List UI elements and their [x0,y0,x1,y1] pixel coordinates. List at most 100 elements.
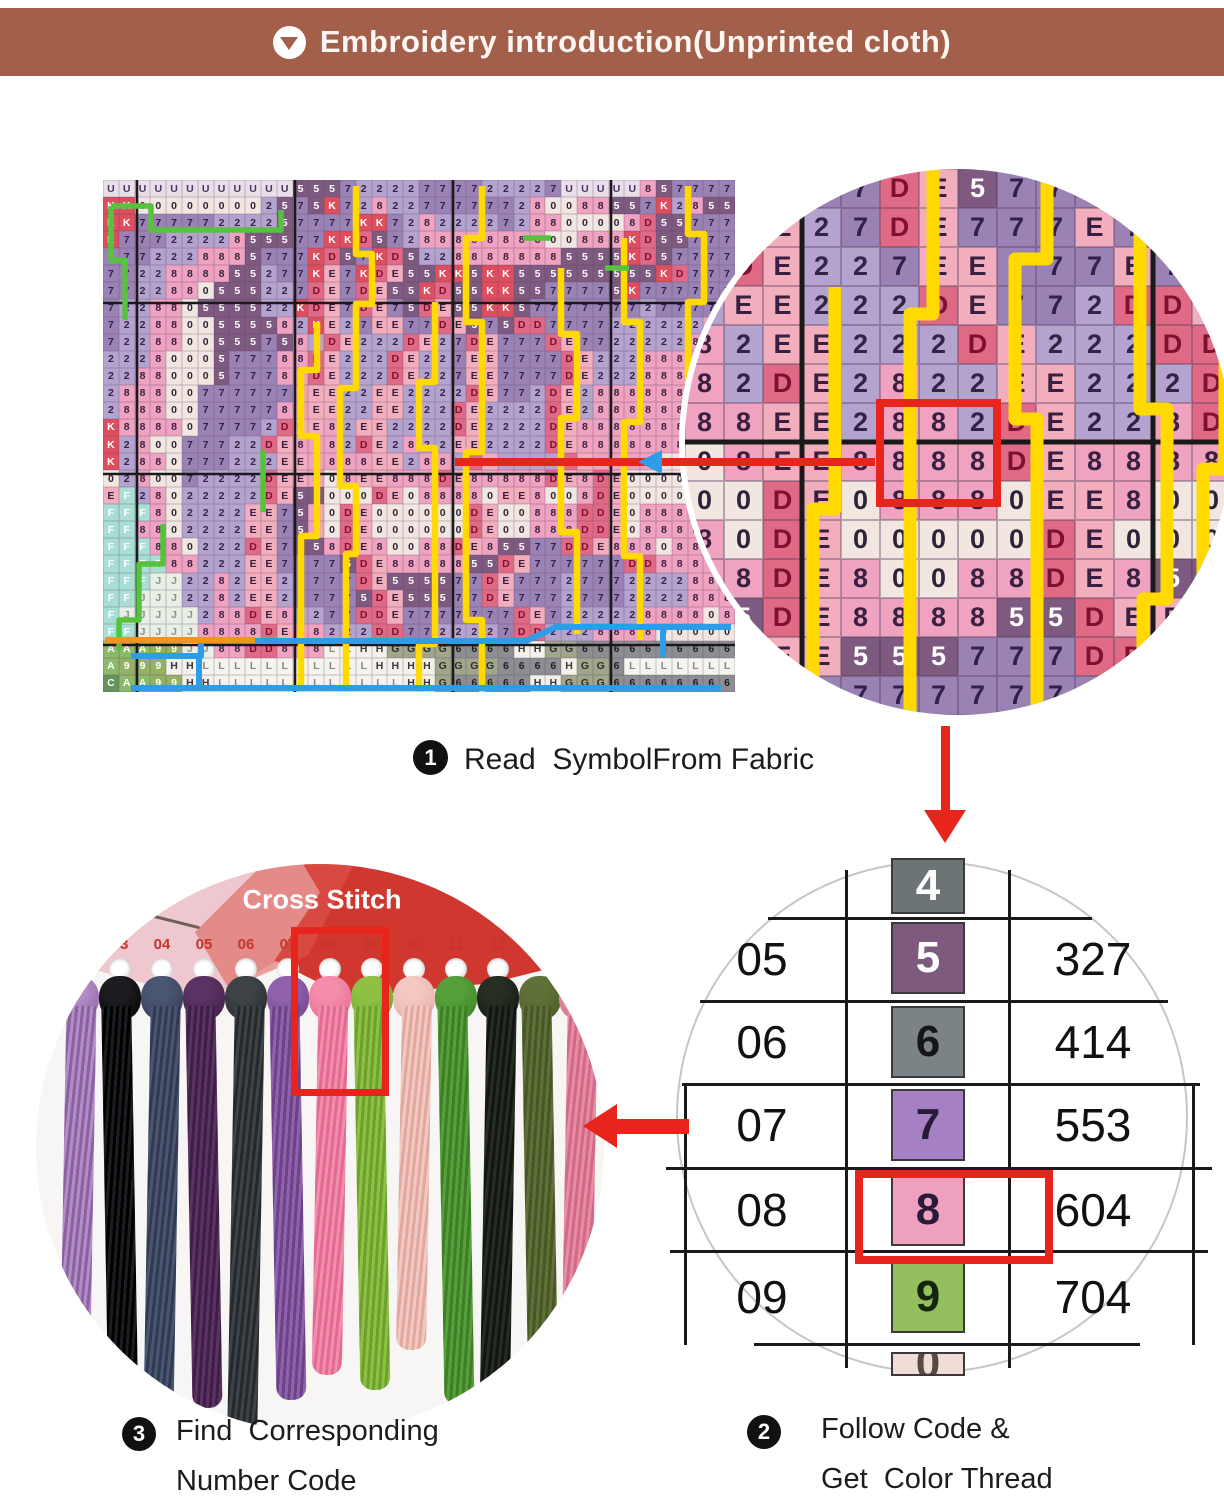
chart-cell: D [245,538,261,556]
chart-cell: 7 [671,180,688,198]
chart-cell: E [1192,286,1224,325]
chart-cell: D [387,248,404,266]
chart-cell: 8 [640,384,656,402]
chart-cell: L [308,674,325,692]
chart-cell: 8 [150,350,167,368]
chart-cell: 0 [1153,481,1192,520]
chart-cell: D [245,640,261,658]
chart-cell: 8 [880,403,919,442]
chart-cell: 7 [245,350,261,368]
chart-cell: 2 [213,504,230,522]
chart-cell: E [482,367,498,385]
chart-cell: L [324,674,340,692]
chart-cell: F [118,555,135,573]
thread-strand [143,1005,181,1421]
chart-cell: 7 [671,248,688,266]
arrow-left-icon [615,1119,689,1134]
chart-cell: E [1075,520,1114,559]
chart-cell: 7 [1036,637,1075,676]
chart-cell: 8 [685,325,724,364]
chart-cell: E [450,316,467,334]
chart-cell: 0 [640,487,656,505]
symbol-swatch: 7 [891,1089,965,1161]
chart-cell: 8 [197,248,214,266]
chart-cell: 2 [545,623,562,641]
chart-cell: E [261,606,277,624]
chart-cell: 7 [450,606,467,624]
chart-cell: 8 [685,364,724,403]
chart-cell: E [561,470,577,488]
chart-cell: D [1192,403,1224,442]
chart-cell: 8 [997,559,1036,598]
chart-cell: 7 [1192,637,1224,676]
chart-cell: 0 [229,197,246,215]
chart-cell: 2 [450,623,467,641]
chart-cell: 8 [434,487,451,505]
chart-cell: 5 [403,248,419,266]
chart-cell: 7 [450,180,467,198]
chart-cell: D [545,436,562,454]
chart-cell: 5 [434,572,451,590]
chart-cell: 5 [213,367,230,385]
chart-cell: 8 [482,538,498,556]
chart-cell: 5 [466,282,483,300]
chart-cell: 7 [529,333,546,351]
chart-cell: D [561,538,577,556]
chart-cell: 6 [608,657,625,675]
chart-cell: E [1036,442,1075,481]
chart-cell: H [403,657,419,675]
chart-cell: E [261,538,277,556]
chart-cell: 7 [150,231,167,249]
chart-cell: 8 [166,316,182,334]
card-hole [445,958,467,980]
chart-cell: E [276,436,293,454]
chart-cell: E [466,401,483,419]
chart-cell: 2 [118,436,135,454]
chart-cell: 7 [324,606,340,624]
chart-cell: 0 [371,504,388,522]
symbol-swatch: 4 [891,858,965,914]
chart-cell: 7 [450,572,467,590]
symbol-swatch: 0 [891,1352,965,1376]
chart-cell: 7 [841,169,880,208]
chart-cell: E [608,487,625,505]
chart-cell: F [118,487,135,505]
chart-cell: 7 [103,333,119,351]
chart-cell: 7 [958,637,997,676]
chart-cell: 7 [880,247,919,286]
chart-cell: J [182,623,198,641]
chart-cell: E [276,623,293,641]
chart-cell: 7 [561,555,577,573]
chart-cell: 5 [841,637,880,676]
chart-cell: 0 [919,559,958,598]
chart-cell: 7 [529,299,546,317]
chart-cell: 2 [371,333,388,351]
chart-cell: A [134,640,151,658]
chart-cell: 0 [182,316,198,334]
chart-cell: 5 [561,248,577,266]
chart-cell: 8 [276,367,293,385]
chart-cell: 7 [324,555,340,573]
chart-cell: 2 [482,436,498,454]
chart-cell: E [1075,481,1114,520]
chart-cell: 5 [656,231,672,249]
chart-cell: E [324,384,340,402]
chart-cell: G [434,674,451,692]
chart-cell: 7 [276,555,293,573]
chart-cell: 7 [103,265,119,283]
chart-cell: 0 [197,197,214,215]
chart-cell: F [103,555,119,573]
chart-cell: L [340,674,356,692]
chart-cell: K [656,197,672,215]
chart-cell: K [624,231,641,249]
chart-cell: 5 [403,265,419,283]
chart-cell: 5 [229,265,246,283]
chart-cell: 7 [1036,169,1075,208]
chart-cell: 8 [276,606,293,624]
chart-cell: 8 [419,555,435,573]
chart-cell: 2 [118,470,135,488]
chart-cell: E [371,470,388,488]
chart-cell: 8 [656,521,672,539]
chart-cell: 7 [608,589,625,607]
chart-cell: 2 [371,180,388,198]
